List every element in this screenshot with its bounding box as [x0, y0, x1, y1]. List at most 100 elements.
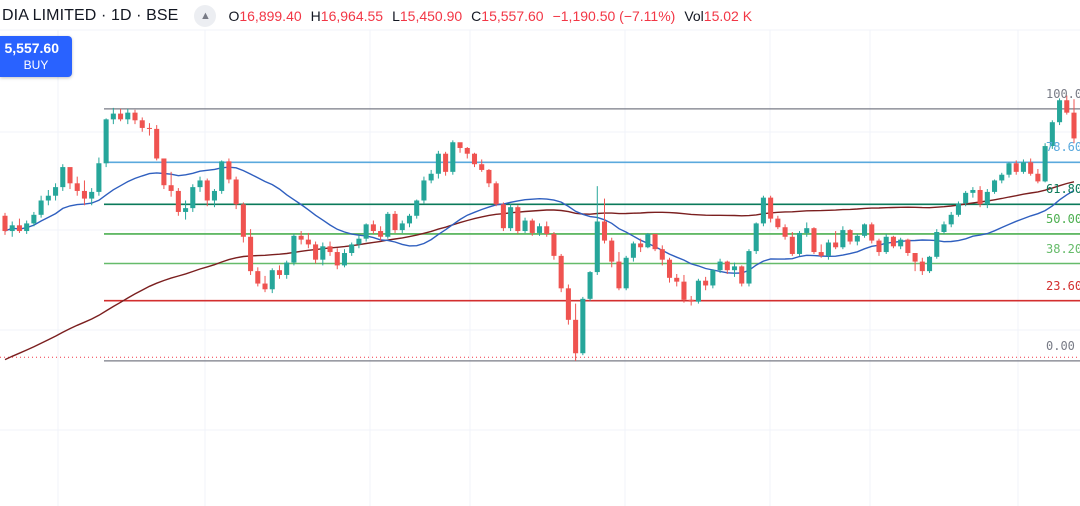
candle-down	[327, 246, 333, 253]
candle-up	[125, 112, 131, 120]
candle-down	[818, 252, 824, 256]
candle-down	[775, 218, 781, 228]
candle-down	[681, 281, 687, 300]
candle-down	[161, 158, 167, 186]
fib-label: 50.00	[1046, 211, 1080, 226]
candle-down	[659, 249, 665, 260]
candle-up	[103, 119, 109, 164]
candle-up	[883, 236, 889, 253]
candle-down	[652, 233, 658, 250]
candle-down	[724, 261, 730, 271]
buy-button[interactable]: 5,557.60 BUY	[0, 36, 72, 77]
high-value: H16,964.55	[310, 8, 384, 24]
candle-up	[450, 142, 456, 172]
candle-down	[638, 243, 644, 248]
candle-down	[154, 128, 160, 159]
candle-up	[522, 220, 528, 232]
candle-down	[616, 261, 622, 289]
candle-down	[1071, 112, 1077, 139]
open-value: O16,899.40	[228, 8, 302, 24]
candle-up	[999, 174, 1005, 181]
candle-down	[573, 319, 579, 354]
candle-down	[457, 142, 463, 148]
fib-label: 61.80	[1046, 182, 1080, 197]
candle-up	[948, 214, 954, 225]
candle-up	[854, 235, 860, 242]
candle-up	[731, 266, 738, 271]
candle-up	[717, 261, 723, 271]
candle-down	[544, 226, 550, 234]
candle-up	[1042, 146, 1048, 182]
candle-up	[623, 257, 629, 289]
candle-down	[132, 112, 138, 121]
candle-down	[464, 147, 470, 154]
candle-down	[1028, 162, 1034, 174]
candle-down	[146, 127, 152, 129]
symbol-title[interactable]: DIA LIMITED · 1D · BSE	[2, 7, 179, 24]
candle-down	[67, 167, 73, 184]
candle-up	[96, 163, 102, 192]
candle-down	[233, 179, 239, 205]
ma-slow-line	[4, 181, 1075, 361]
candle-down	[500, 204, 506, 229]
candle-up	[89, 191, 95, 199]
candle-down	[255, 271, 261, 284]
candle-down	[168, 185, 174, 191]
close-value: C15,557.60	[471, 8, 544, 24]
candle-down	[515, 207, 521, 232]
candle-up	[9, 225, 15, 232]
candle-down	[558, 255, 564, 289]
candle-down	[248, 236, 254, 272]
candle-up	[435, 153, 441, 174]
candle-down	[443, 153, 449, 172]
candle-up	[269, 270, 275, 290]
candle-up	[984, 191, 990, 205]
candle-up	[587, 272, 593, 299]
candle-up	[197, 180, 203, 188]
candle-down	[529, 220, 535, 233]
candle-up	[1006, 163, 1012, 175]
candle-up	[862, 224, 868, 236]
candle-down	[118, 113, 124, 120]
candle-down	[1035, 173, 1041, 182]
candle-up	[753, 223, 759, 252]
candle-up	[31, 214, 37, 224]
candle-down	[768, 197, 774, 219]
fib-label: 100.00	[1046, 86, 1080, 101]
candle-down	[782, 227, 788, 237]
fibonacci-retracement[interactable]	[104, 108, 1080, 362]
candle-up	[508, 207, 514, 229]
candle-down	[471, 153, 478, 165]
candle-up	[385, 213, 391, 237]
candle-up	[284, 262, 290, 275]
candle-down	[313, 244, 319, 260]
candle-up	[110, 113, 116, 120]
candle-down	[666, 259, 673, 278]
candle-down	[493, 183, 499, 205]
candle-down	[392, 213, 398, 231]
candle-down	[479, 164, 485, 170]
candle-down	[175, 190, 181, 212]
candle-up	[970, 189, 976, 193]
volume-value: Vol15.02 K	[684, 8, 753, 24]
candle-up	[53, 187, 59, 196]
candle-down	[334, 252, 340, 266]
candle-up	[428, 173, 434, 181]
candle-up	[963, 192, 969, 204]
fib-label: 0.00	[1046, 338, 1075, 353]
candle-up	[60, 167, 66, 188]
candle-up	[934, 231, 940, 257]
candle-up	[399, 223, 405, 231]
candle-down	[262, 283, 268, 290]
buy-label: BUY	[23, 58, 49, 72]
candle-down	[298, 235, 304, 240]
fib-label: 23.60	[1046, 278, 1080, 293]
chevron-up-icon[interactable]: ▲	[194, 5, 217, 27]
candle-down	[139, 120, 145, 128]
candle-down	[919, 261, 925, 272]
candle-down	[486, 169, 492, 184]
candle-down	[977, 189, 983, 205]
candle-up	[580, 298, 586, 354]
candle-down	[609, 240, 615, 262]
